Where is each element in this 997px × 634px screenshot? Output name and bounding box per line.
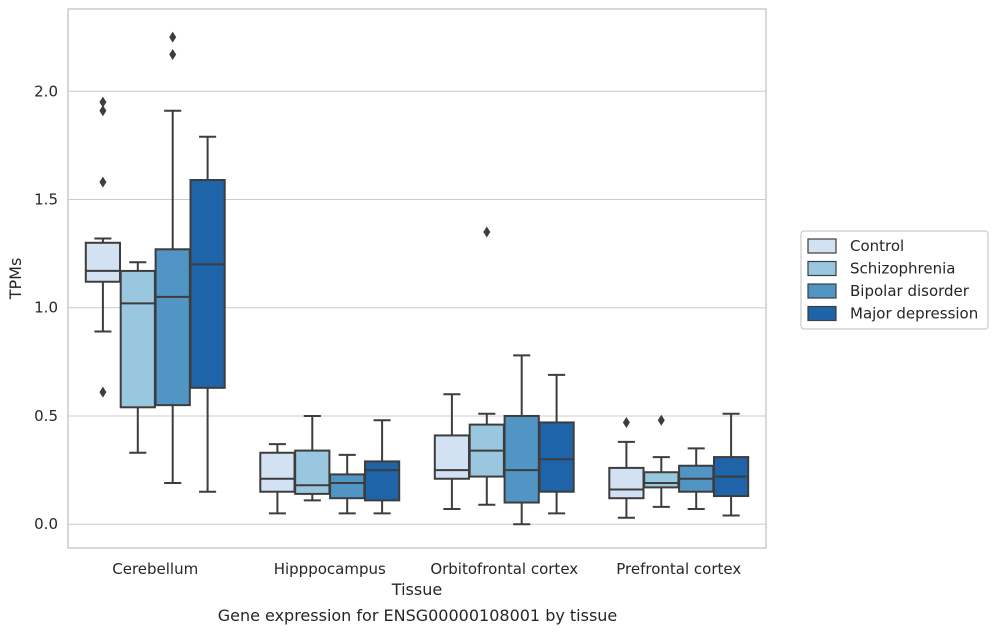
box-control bbox=[259, 443, 296, 515]
box-body bbox=[363, 460, 401, 502]
box-body bbox=[294, 449, 331, 495]
box-bipolar-disorder bbox=[503, 354, 540, 526]
outlier-point bbox=[99, 386, 107, 398]
legend: Control Schizophrenia Bipolar disorder Majo… bbox=[800, 230, 989, 330]
y-axis-label: TPMs bbox=[6, 258, 25, 301]
box-body bbox=[84, 241, 122, 283]
legend-label: Schizophrenia bbox=[850, 260, 955, 278]
box-body bbox=[154, 248, 191, 407]
box-schizophrenia bbox=[468, 226, 505, 506]
y-tick-label: 1.5 bbox=[34, 190, 58, 208]
box-body bbox=[643, 471, 680, 489]
box-body bbox=[608, 466, 645, 500]
box-body bbox=[329, 473, 366, 500]
box-body bbox=[119, 269, 156, 409]
legend-swatch bbox=[807, 283, 837, 299]
box-schizophrenia bbox=[119, 261, 156, 454]
outlier-point bbox=[657, 414, 665, 426]
box-body bbox=[503, 414, 540, 504]
box-major-depression bbox=[712, 412, 750, 517]
box-body bbox=[538, 421, 575, 493]
y-tick-label: 0.0 bbox=[34, 515, 58, 533]
legend-frame bbox=[800, 230, 989, 330]
box-schizophrenia bbox=[294, 414, 331, 502]
box-control bbox=[433, 393, 471, 511]
x-tick-label: Prefrontal cortex bbox=[616, 560, 741, 578]
outlier-point bbox=[169, 31, 177, 43]
plot-frame bbox=[67, 8, 767, 549]
box-control bbox=[84, 96, 122, 398]
outlier-point bbox=[622, 416, 630, 428]
box-body bbox=[433, 434, 471, 480]
box-bipolar-disorder bbox=[329, 453, 366, 515]
legend-swatch bbox=[807, 305, 837, 322]
outlier-point bbox=[169, 48, 177, 60]
outlier-point bbox=[99, 105, 107, 117]
legend-label: Control bbox=[850, 237, 904, 255]
box-major-depression bbox=[363, 419, 401, 515]
outlier-point bbox=[99, 176, 107, 188]
outlier-point bbox=[483, 226, 491, 238]
y-tick-label: 2.0 bbox=[34, 82, 58, 100]
y-tick-label: 0.5 bbox=[34, 407, 58, 425]
box-body bbox=[259, 451, 296, 493]
box-schizophrenia bbox=[643, 414, 680, 508]
outlier-point bbox=[99, 96, 107, 108]
figure-caption: Gene expression for ENSG00000108001 by t… bbox=[217, 606, 618, 625]
box-body bbox=[189, 179, 226, 389]
legend-label: Major depression bbox=[850, 305, 978, 323]
legend-swatch bbox=[807, 238, 837, 254]
legend-swatch bbox=[807, 260, 837, 277]
x-tick-label: Orbitofrontal cortex bbox=[430, 560, 578, 578]
box-bipolar-disorder bbox=[154, 31, 191, 485]
box-major-depression bbox=[189, 135, 226, 493]
x-tick-label: Hipppocampus bbox=[274, 560, 386, 578]
x-axis-label: Tissue bbox=[391, 580, 442, 599]
box-major-depression bbox=[538, 373, 575, 515]
box-bipolar-disorder bbox=[678, 447, 715, 511]
x-tick-label: Cerebellum bbox=[112, 560, 198, 578]
box-control bbox=[608, 416, 645, 519]
legend-label: Bipolar disorder bbox=[850, 282, 970, 300]
y-tick-label: 1.0 bbox=[34, 299, 58, 317]
